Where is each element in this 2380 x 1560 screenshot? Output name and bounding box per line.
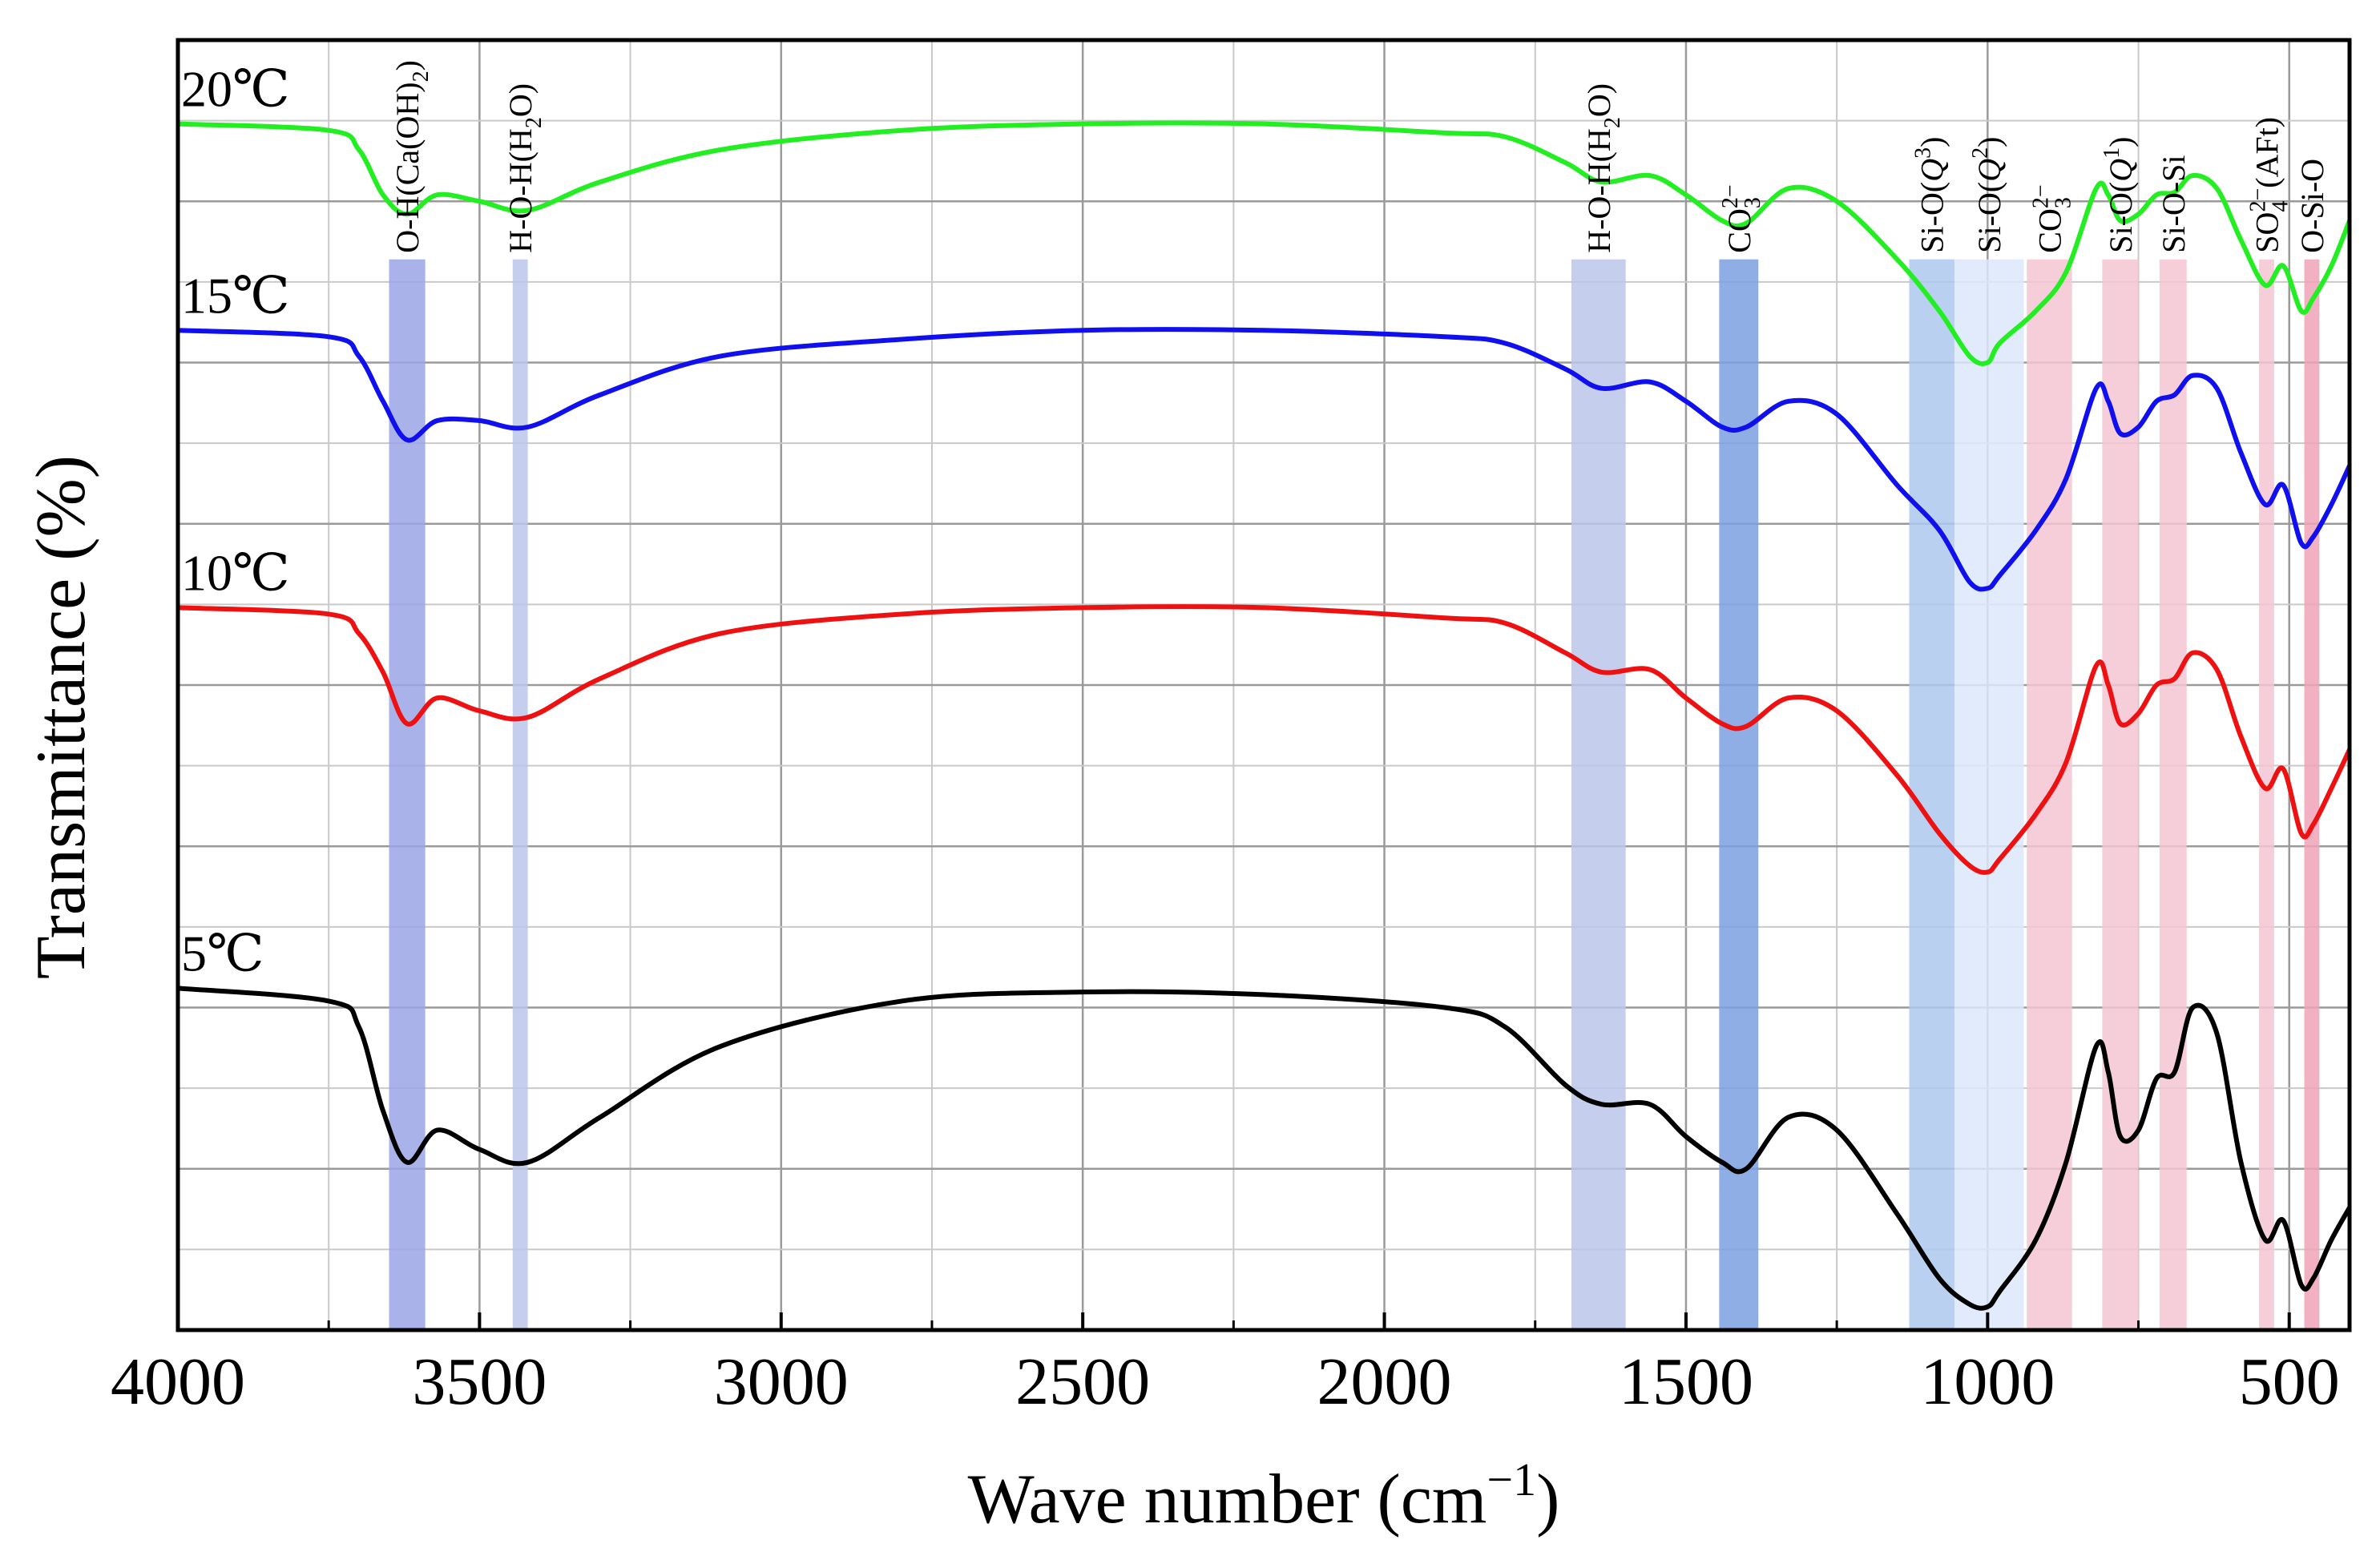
band-label-oh-caoh2: O-H(Ca(OH)2) <box>389 60 434 253</box>
series-label-1: 15℃ <box>181 267 290 324</box>
band-hoh-3430 <box>512 259 528 1331</box>
y-axis-title: Transmittance (%) <box>22 455 100 979</box>
x-tick-label: 3000 <box>714 1344 849 1419</box>
x-ticks: 4000 3500 3000 2500 2000 1500 1000 500 <box>111 1312 2340 1419</box>
x-tick-label: 500 <box>2239 1344 2340 1419</box>
band-label-hoh-3430: H-O-H(H2O) <box>502 83 547 253</box>
series-line-0 <box>177 120 2352 366</box>
band-co3-1420 <box>1719 259 1759 1331</box>
band-so4-aft <box>2259 259 2274 1331</box>
x-tick-label: 1500 <box>1619 1344 1753 1419</box>
x-tick-label: 3500 <box>412 1344 547 1419</box>
band-label-o-si-o: O-Si-O <box>2294 159 2330 253</box>
x-tick-label: 2000 <box>1317 1344 1452 1419</box>
band-si-q1 <box>2102 259 2139 1331</box>
band-labels: O-H(Ca(OH)2) H-O-H(H2O) H-O-H(H2O) CO32− Si-… <box>389 60 2330 253</box>
series-line-2 <box>177 604 2352 875</box>
plot-frame <box>175 38 2352 1332</box>
series-labels: 20℃ 15℃ 10℃ 5℃ <box>181 61 290 982</box>
x-tick-label: 4000 <box>111 1344 245 1419</box>
band-hoh-1640 <box>1571 259 1626 1331</box>
series-line-3 <box>177 986 2352 1311</box>
series-line-1 <box>177 327 2352 592</box>
x-axis-title: Wave number (cm−1) <box>968 1453 1560 1538</box>
x-tick-label: 1000 <box>1920 1344 2055 1419</box>
band-label-si-q3: Si-O(Q3) <box>1911 137 1950 253</box>
band-label-so4-aft: SO42−(AFt) <box>2245 117 2293 253</box>
x-tick-label: 2500 <box>1015 1344 1150 1419</box>
band-label-si-o-si: Si-O-Si <box>2156 155 2192 252</box>
spectra <box>177 120 2352 1311</box>
band-o-si-o <box>2304 259 2320 1331</box>
band-si-q2 <box>1954 259 2024 1331</box>
band-si-q3 <box>1909 259 1954 1331</box>
band-si-o-si <box>2159 259 2187 1331</box>
series-label-2: 10℃ <box>181 544 290 601</box>
band-label-si-q2: Si-O(Q2) <box>1968 137 2007 253</box>
series-label-0: 20℃ <box>181 61 290 118</box>
band-label-hoh-1640: H-O-H(H2O) <box>1581 83 1625 253</box>
band-label-si-q1: Si-O(Q1) <box>2100 137 2139 253</box>
band-label-co3-1420: CO32− <box>1718 184 1765 252</box>
band-label-co3-875: CO32− <box>2028 184 2075 252</box>
series-label-3: 5℃ <box>181 925 264 982</box>
